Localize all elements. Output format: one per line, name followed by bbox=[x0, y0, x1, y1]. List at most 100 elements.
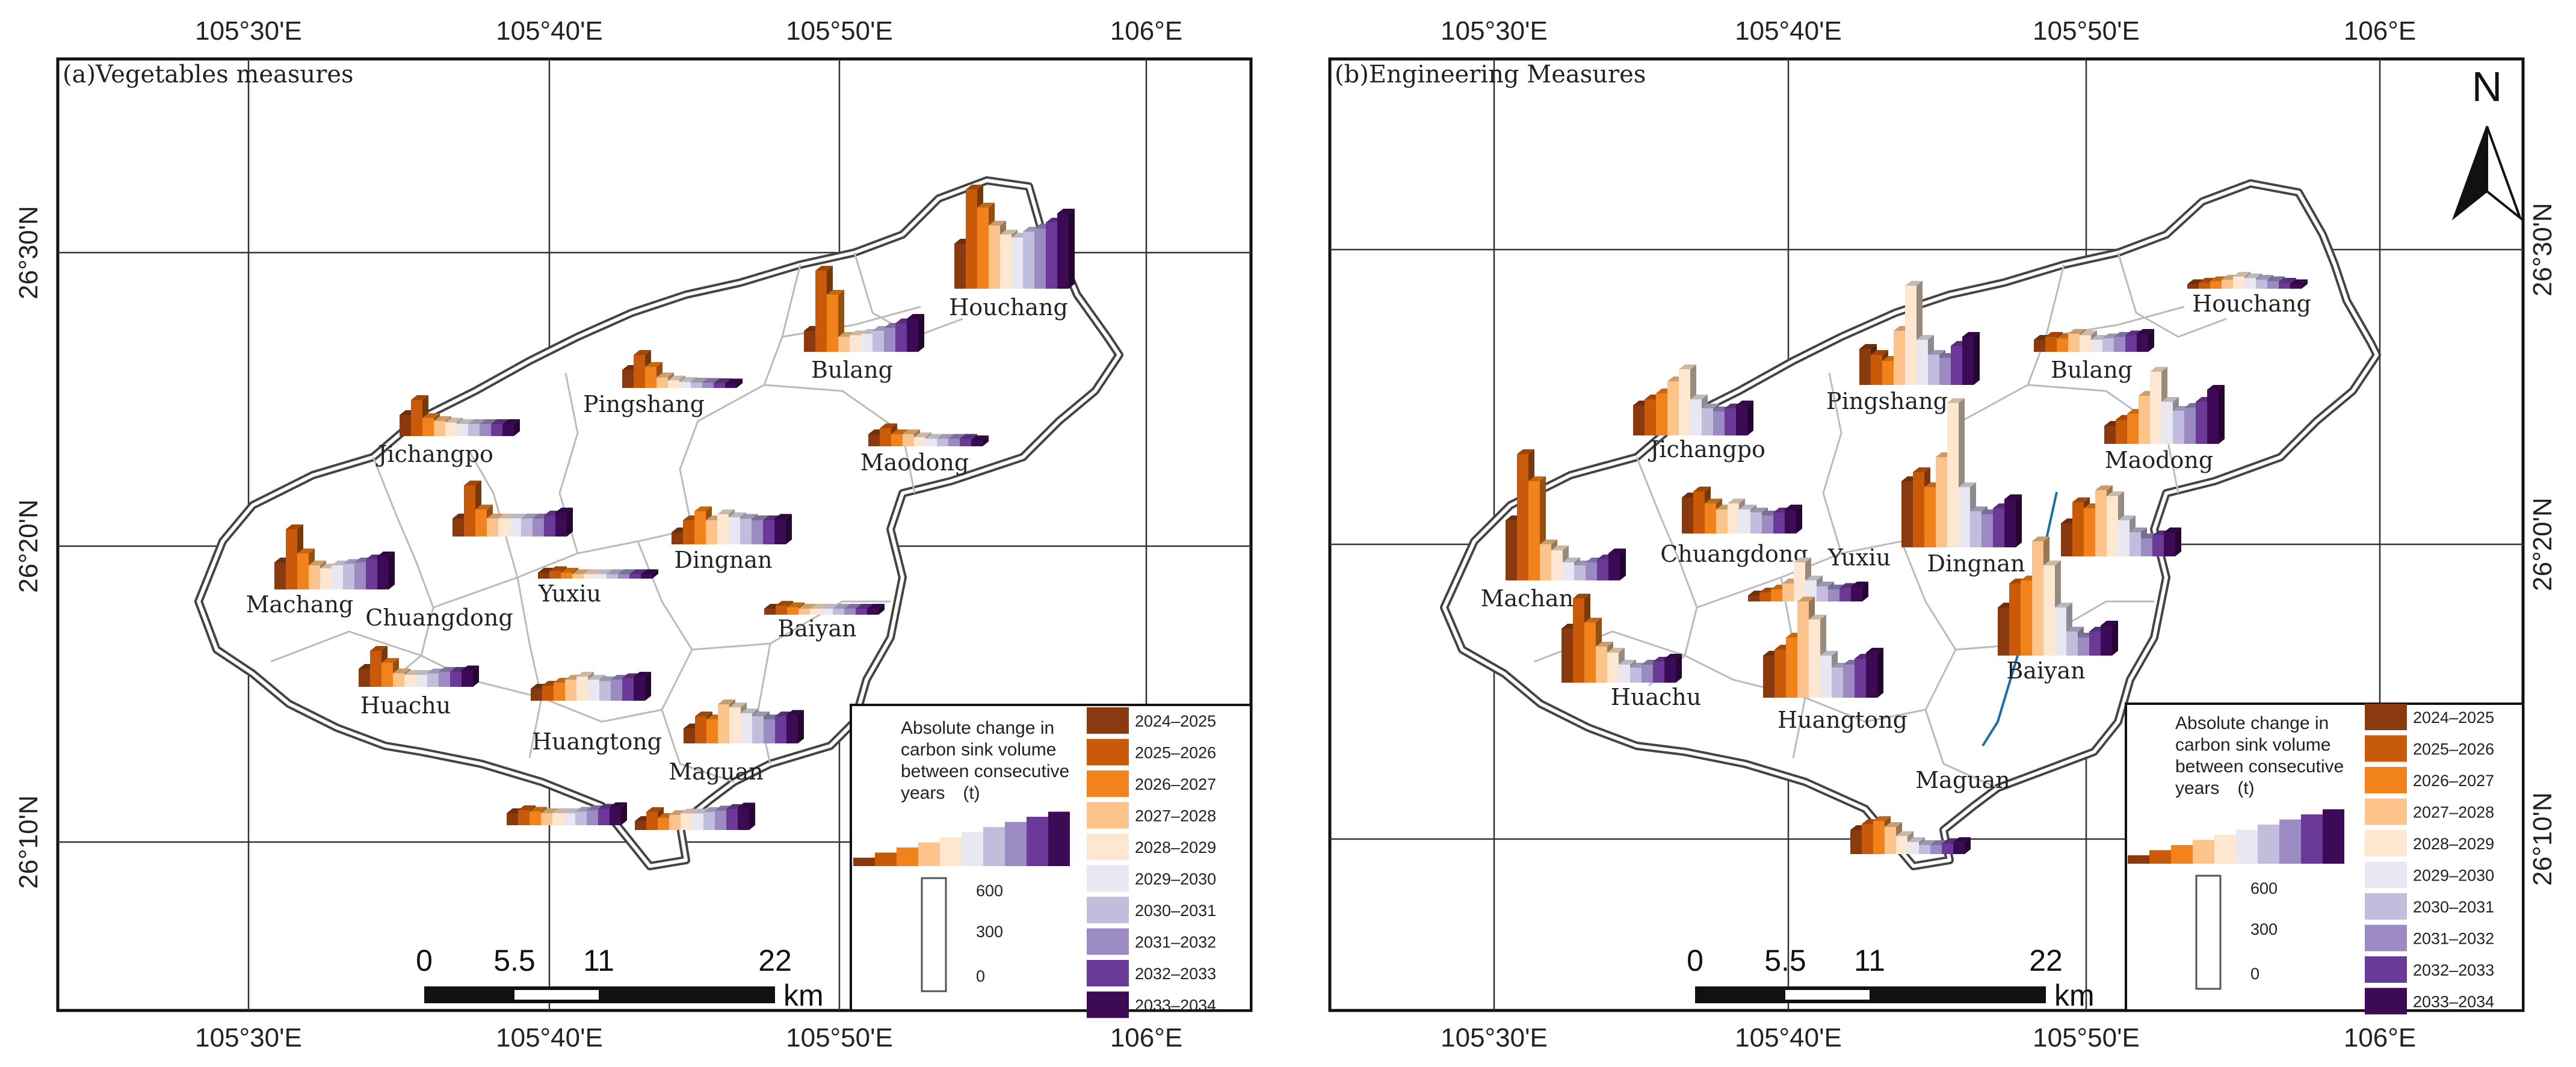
bar bbox=[2116, 420, 2127, 444]
bar bbox=[2045, 337, 2057, 352]
bar bbox=[1805, 580, 1817, 601]
bar bbox=[2279, 283, 2290, 289]
bar bbox=[439, 672, 450, 687]
bar-top bbox=[1664, 654, 1682, 659]
bar bbox=[1682, 497, 1693, 534]
legend-swatch bbox=[1087, 770, 1129, 797]
legend-period-label: 2030–2031 bbox=[2413, 898, 2494, 916]
bar bbox=[510, 518, 521, 537]
bar bbox=[810, 609, 821, 615]
bar-group-machang bbox=[274, 524, 395, 589]
bar bbox=[798, 609, 810, 615]
legend-scale-label: 600 bbox=[976, 882, 1003, 900]
legend-period-label: 2024–2025 bbox=[2413, 709, 2494, 727]
bar-group-huangtong bbox=[531, 672, 651, 701]
bar-top bbox=[1871, 350, 1888, 355]
bar bbox=[764, 719, 775, 743]
bar-top bbox=[960, 434, 977, 439]
bar bbox=[411, 400, 422, 436]
bar-group-huachu bbox=[359, 646, 479, 687]
bar-top bbox=[1947, 398, 1965, 403]
bar-side bbox=[786, 514, 792, 544]
bar-top bbox=[1563, 558, 1580, 562]
legend-scale-label: 0 bbox=[2250, 965, 2259, 983]
bar-top bbox=[2114, 332, 2131, 337]
bar bbox=[1693, 491, 1705, 534]
panel-a-title: (a)Vegetables measures bbox=[63, 61, 354, 88]
bar bbox=[533, 518, 544, 537]
legend-title-line: years (t) bbox=[901, 783, 980, 803]
bar bbox=[1873, 821, 1885, 854]
bar bbox=[1866, 653, 1877, 698]
bar bbox=[561, 573, 572, 579]
bar-top bbox=[2290, 279, 2308, 284]
bar-top bbox=[718, 700, 735, 704]
bar bbox=[1759, 592, 1771, 601]
legend-stair-step bbox=[2236, 829, 2258, 864]
bar bbox=[634, 355, 645, 388]
label-houchang: Houchang bbox=[2192, 291, 2311, 317]
bar bbox=[1607, 653, 1619, 683]
bar bbox=[2080, 335, 2091, 352]
bar-top bbox=[775, 712, 792, 716]
bar bbox=[668, 380, 679, 388]
bar-top bbox=[2279, 278, 2296, 283]
label-houchang: Houchang bbox=[949, 294, 1068, 321]
bar bbox=[681, 813, 692, 830]
bar bbox=[2152, 535, 2164, 556]
bar bbox=[1702, 408, 1713, 435]
bar-top bbox=[618, 569, 635, 574]
lon-label: 106°E bbox=[1110, 16, 1182, 46]
bar-top bbox=[2125, 330, 2143, 336]
panel-a-lon-bottom: 105°30'E 105°40'E 105°50'E 106°E bbox=[195, 1023, 1182, 1053]
bar-top bbox=[2210, 276, 2228, 281]
bar bbox=[491, 424, 502, 436]
bar bbox=[2061, 523, 2072, 556]
lon-label: 106°E bbox=[1110, 1023, 1182, 1053]
legend-swatch bbox=[2365, 956, 2407, 983]
bar-top bbox=[681, 808, 698, 814]
bar bbox=[1832, 668, 1843, 698]
bar-top bbox=[2032, 537, 2049, 541]
bar-top bbox=[634, 672, 651, 677]
legend-swatch bbox=[2365, 924, 2407, 952]
bar bbox=[1928, 355, 1939, 385]
bar bbox=[827, 295, 838, 352]
bar bbox=[1896, 836, 1907, 854]
bar-group-baiyan bbox=[1998, 537, 2118, 656]
lat-label: 26°30'N bbox=[14, 206, 43, 300]
bar bbox=[1936, 457, 1947, 547]
bar-group-maguan bbox=[684, 700, 804, 743]
bar bbox=[702, 383, 714, 388]
bar-top bbox=[332, 561, 349, 565]
legend-title-line: years (t) bbox=[2175, 778, 2255, 798]
lon-label: 105°30'E bbox=[1441, 1023, 1548, 1053]
bar-group-chuangdong bbox=[452, 481, 573, 537]
bar-top bbox=[1705, 499, 1722, 503]
panel-b-lon-bottom: 105°30'E 105°40'E 105°50'E 106°E bbox=[1441, 1023, 2416, 1053]
bar bbox=[1809, 620, 1820, 698]
bar bbox=[2244, 278, 2256, 289]
lon-label: 105°30'E bbox=[1441, 16, 1548, 46]
legend-period-label: 2033–2034 bbox=[2413, 993, 2494, 1011]
legend-period-label: 2025–2026 bbox=[2413, 740, 2494, 758]
bar-top bbox=[450, 667, 468, 672]
bar bbox=[683, 520, 694, 544]
county-boundary-inner bbox=[1442, 182, 2379, 868]
bar-top bbox=[741, 709, 758, 713]
bar bbox=[502, 424, 514, 436]
bar-group-huachu bbox=[1561, 594, 1682, 683]
bar bbox=[1959, 487, 1970, 547]
bar-side bbox=[652, 569, 658, 579]
county-boundary-inner bbox=[197, 179, 1121, 868]
label-jichangpo: Jichangpo bbox=[1648, 436, 1765, 463]
bar bbox=[1942, 843, 1953, 854]
legend-stair-step bbox=[2301, 814, 2323, 864]
legend-stair-step bbox=[2214, 835, 2236, 864]
panel-b-lon-top: 105°30'E 105°40'E 105°50'E 106°E bbox=[1441, 16, 2416, 46]
bar bbox=[634, 677, 645, 701]
bar bbox=[1785, 509, 1796, 534]
bar bbox=[381, 663, 393, 687]
bar-top bbox=[598, 804, 616, 809]
legend-stair-step bbox=[853, 858, 875, 866]
